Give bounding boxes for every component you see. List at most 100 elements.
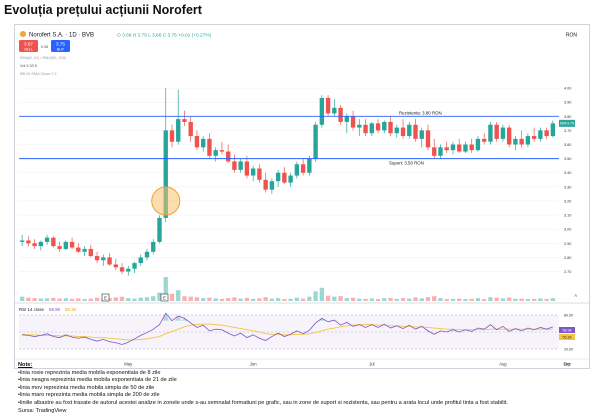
candle-body	[176, 119, 181, 142]
volume-bar	[82, 299, 87, 301]
volume-bar	[531, 298, 537, 301]
volume-bar	[44, 298, 50, 301]
candle-body	[232, 161, 237, 170]
note-line: •linia mov reprezinta media mobila simpl…	[18, 384, 155, 391]
volume-bar	[76, 298, 81, 301]
volume-bar	[488, 297, 493, 301]
candle-body	[238, 161, 243, 170]
candle-body	[82, 248, 87, 252]
volume-bar	[494, 297, 499, 301]
candle-body	[469, 144, 474, 151]
volume-bar	[469, 298, 474, 301]
candle-body	[94, 256, 100, 261]
note-source: Sursa: TradingView	[18, 407, 67, 414]
sell-label: SELL	[24, 47, 33, 51]
price-tick-label: 3.10	[564, 214, 571, 218]
volume-bar	[369, 298, 374, 301]
volume-bar	[250, 298, 256, 301]
price-chart[interactable]: Norofert S.A. · 1D · BVB O 3.68 H 3.75 L…	[15, 25, 589, 368]
volume-bar	[182, 296, 187, 301]
candle-body	[225, 151, 231, 162]
candle-body	[363, 124, 368, 134]
candle-body	[513, 138, 518, 145]
buy-button[interactable]: 3.75 BUY	[51, 40, 70, 52]
candle-body	[263, 179, 268, 190]
candle-body	[19, 240, 25, 242]
candle-body	[63, 241, 69, 249]
rsi-tick-label: 80.00	[564, 314, 573, 318]
rsi-tick-label: 20.00	[564, 348, 573, 352]
notes-title: Note:	[18, 362, 33, 368]
candle-body	[213, 150, 218, 156]
note-line: •linia maro reprezinta media mobila simp…	[18, 392, 160, 399]
candle-body	[369, 123, 374, 134]
candle-body	[44, 237, 50, 242]
volume-bar	[413, 297, 418, 301]
volume-bar	[176, 290, 181, 301]
candle-body	[144, 251, 150, 258]
candle-body	[294, 164, 300, 176]
volume-bar	[51, 297, 56, 301]
volume-bar	[382, 298, 387, 301]
volume-bar	[163, 277, 168, 301]
volume-bar	[132, 298, 137, 301]
candles	[19, 88, 556, 276]
candle-body	[119, 267, 125, 272]
volume-bar	[457, 298, 462, 301]
sell-button[interactable]: 3.67 SELL	[19, 40, 38, 52]
indicator-line-volume[interactable]: Vol 9.33 K	[20, 64, 38, 68]
candle-body	[157, 217, 162, 242]
price-axis[interactable]: 4.00 3.90 3.80 3.70 3.60 3.50 3.40 3.30 3.20 3.10…	[564, 87, 571, 274]
volume-bar	[325, 295, 331, 301]
volume-bar	[444, 299, 449, 301]
volume-bar	[475, 298, 481, 301]
candle-body	[357, 124, 362, 128]
volume-bar	[269, 298, 275, 301]
candle-body	[407, 124, 412, 137]
candle-body	[188, 121, 193, 137]
candle-body	[432, 147, 437, 156]
svg-text:E: E	[163, 295, 166, 300]
candle-body	[506, 127, 512, 145]
volume-bar	[450, 298, 456, 301]
price-tick-label: 3.80	[564, 115, 571, 119]
volume-bar	[500, 298, 506, 301]
event-marker-1[interactable]: E	[101, 293, 110, 302]
volume-bar	[319, 287, 325, 301]
price-tick-label: 4.00	[564, 87, 571, 91]
candle-body	[344, 116, 350, 122]
volume-bar	[275, 298, 281, 301]
candle-body	[482, 138, 487, 142]
price-tick-label: 2.70	[564, 270, 571, 274]
volume-bar	[513, 298, 518, 301]
candle-body	[126, 268, 131, 272]
candle-body	[244, 161, 250, 176]
indicator-line-bb[interactable]: BB 20 SMA Close 2 2	[20, 72, 57, 76]
candle-body	[194, 136, 200, 148]
volume-bar	[63, 298, 69, 301]
volume-bar	[432, 296, 437, 301]
rsi-line	[22, 312, 554, 345]
price-tick-label: 2.80	[564, 256, 571, 260]
candle-body	[425, 130, 431, 148]
candle-body	[88, 248, 93, 257]
candle-body	[57, 246, 62, 249]
rsi-value-tag: 58.98	[563, 329, 572, 333]
candle-body	[269, 181, 275, 190]
candle-body	[182, 119, 187, 122]
volume-axis-label: A	[574, 293, 577, 298]
indicator-line-ma[interactable]: EMA(8, 21) • SMA(50, 200)	[20, 56, 67, 60]
currency-label: RON	[566, 33, 578, 39]
volume-bar	[169, 293, 175, 301]
candle-body	[250, 168, 256, 176]
breakout-highlight-circle	[151, 186, 181, 216]
candle-body	[457, 144, 462, 152]
note-line: •linia neagra reprezinta media mobila ex…	[18, 377, 177, 384]
note-line: •liniile albastre au fost trasate de aut…	[18, 399, 508, 406]
event-marker-2[interactable]: E	[160, 293, 169, 302]
chart-frame[interactable]: Norofert S.A. · 1D · BVB O 3.68 H 3.75 L…	[14, 24, 590, 369]
candle-body	[444, 147, 449, 151]
candle-body	[282, 172, 287, 183]
volume-bar	[407, 298, 412, 301]
